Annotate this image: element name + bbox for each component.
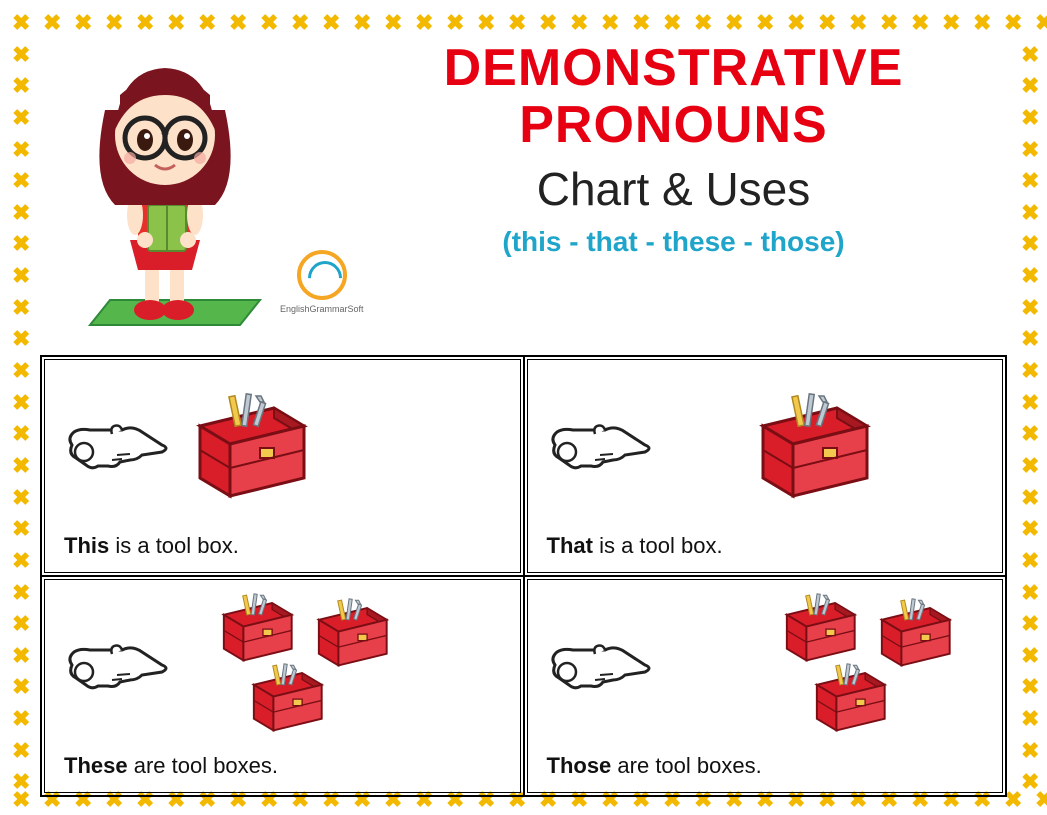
brand-logo: EnglishGrammarSoft [280, 250, 364, 314]
example-cell-that: That is a tool box. [524, 356, 1007, 576]
toolboxes-group [745, 590, 965, 740]
example-sentence: These are tool boxes. [64, 753, 278, 779]
example-cell-those: Those are tool boxes. [524, 576, 1007, 796]
logo-icon [297, 250, 347, 300]
pronoun-word: That [547, 533, 593, 558]
example-sentence: This is a tool box. [64, 533, 239, 559]
pointing-hand-icon [62, 405, 172, 485]
tagline: (this - that - these - those) [360, 226, 987, 258]
example-cell-this: This is a tool box. [41, 356, 524, 576]
sentence-rest: are tool boxes. [128, 753, 278, 778]
toolbox-icon [212, 590, 297, 665]
example-cell-these: These are tool boxes. [41, 576, 524, 796]
sentence-rest: are tool boxes. [611, 753, 761, 778]
toolbox-icon [805, 660, 890, 735]
toolbox-icon [307, 595, 392, 670]
pronoun-word: Those [547, 753, 612, 778]
pointing-hand-icon [62, 625, 172, 705]
example-sentence: Those are tool boxes. [547, 753, 762, 779]
pointing-hand-icon [545, 405, 655, 485]
cell-illustration [62, 375, 503, 515]
toolbox-icon [775, 590, 860, 665]
main-title: DEMONSTRATIVE PRONOUNS [360, 40, 987, 154]
sentence-rest: is a tool box. [593, 533, 723, 558]
cell-illustration [545, 595, 986, 735]
examples-grid: This is a tool box.That is a tool box.Th… [40, 355, 1007, 797]
subtitle: Chart & Uses [360, 162, 987, 216]
title-line-2: PRONOUNS [519, 96, 827, 154]
header: DEMONSTRATIVE PRONOUNS Chart & Uses (thi… [360, 40, 987, 258]
toolbox-icon [745, 388, 875, 503]
pronoun-word: These [64, 753, 128, 778]
logo-text: EnglishGrammarSoft [280, 304, 364, 314]
toolbox-icon [870, 595, 955, 670]
toolbox-icon [182, 388, 312, 503]
toolbox-icon [242, 660, 327, 735]
title-line-1: DEMONSTRATIVE [444, 39, 904, 97]
pronoun-word: This [64, 533, 109, 558]
pointing-hand-icon [545, 625, 655, 705]
cell-illustration [62, 595, 503, 735]
girl-character-illustration [60, 40, 270, 340]
sentence-rest: is a tool box. [109, 533, 239, 558]
cell-illustration [545, 375, 986, 515]
toolboxes-group [182, 590, 402, 740]
example-sentence: That is a tool box. [547, 533, 723, 559]
